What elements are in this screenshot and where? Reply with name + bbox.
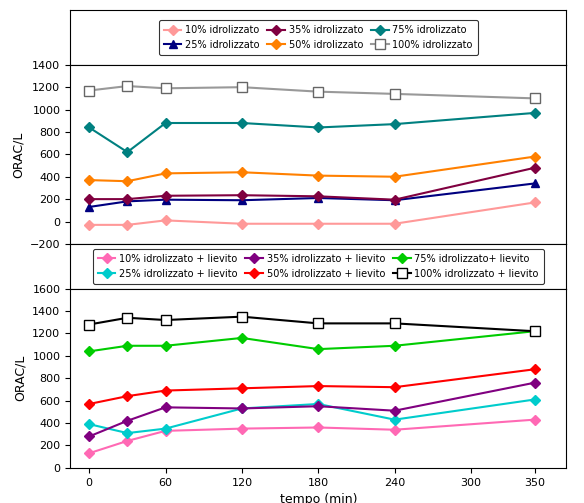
Y-axis label: ORAC/L: ORAC/L (13, 355, 27, 401)
Legend: 10% idrolizzato + lievito, 25% idrolizzato + lievito, 35% idrolizzato + lievito,: 10% idrolizzato + lievito, 25% idrolizza… (93, 249, 544, 284)
X-axis label: tempo (min): tempo (min) (280, 269, 357, 282)
X-axis label: tempo (min): tempo (min) (280, 493, 357, 503)
Y-axis label: ORAC/L: ORAC/L (11, 131, 25, 178)
Legend: 10% idrolizzato, 25% idrolizzato, 35% idrolizzato, 50% idrolizzato, 75% idrolizz: 10% idrolizzato, 25% idrolizzato, 35% id… (159, 20, 478, 55)
